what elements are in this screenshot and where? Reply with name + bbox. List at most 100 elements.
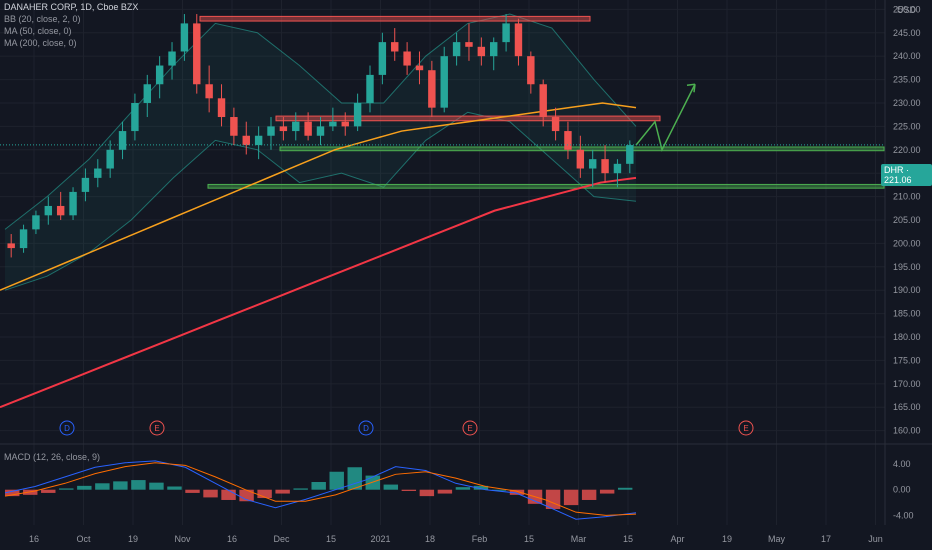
macd-histogram-bar [167, 486, 182, 490]
event-marker-label: E [467, 424, 472, 433]
candle-body [106, 149, 114, 169]
candle-body [551, 117, 560, 132]
candle-body [316, 126, 325, 136]
candle-body [193, 23, 201, 85]
macd-histogram-bar [419, 489, 435, 497]
x-tick-label: 16 [227, 534, 237, 544]
macd-histogram-bar [5, 489, 20, 497]
candle-body [403, 51, 411, 66]
indicator-bb-label: BB (20, close, 2, 0) [4, 14, 81, 24]
candle-body [44, 205, 53, 216]
macd-histogram-bar [311, 482, 326, 490]
dividend-marker [59, 420, 75, 436]
x-tick-label: 18 [425, 534, 435, 544]
macd-histogram-bar [365, 475, 380, 490]
macd-histogram-bar [221, 489, 236, 500]
candle-body [7, 243, 15, 249]
candle-body [329, 121, 337, 127]
price-tag-symbol: DHR [884, 165, 904, 175]
currency-label: USD [897, 5, 917, 15]
macd-line [4, 460, 637, 520]
macd-histogram-bar [347, 467, 362, 490]
candle-body [69, 191, 77, 216]
candle-body [539, 84, 547, 118]
macd-y-tick-label: 0.00 [893, 485, 911, 495]
candle-body [477, 46, 486, 57]
macd-histogram-bar [293, 488, 308, 490]
y-tick-label: 160.00 [893, 426, 921, 436]
y-tick-label: 190.00 [893, 285, 921, 295]
y-tick-label: 195.00 [893, 262, 921, 272]
candle-body [81, 177, 90, 192]
y-tick-label: 220.00 [893, 145, 921, 155]
macd-histogram-bar [401, 489, 417, 491]
x-tick-label: Dec [273, 534, 290, 544]
macd-histogram-bar [617, 487, 633, 490]
candle-body [564, 131, 572, 150]
last-price-tag: DHR · 221.06 [881, 164, 932, 186]
y-tick-label: 250.00 [893, 4, 921, 14]
y-tick-label: 175.00 [893, 355, 921, 365]
y-tick-label: 240.00 [893, 51, 921, 61]
candle-body [378, 42, 387, 75]
macd-signal-line [4, 462, 637, 516]
candle-body [527, 56, 535, 85]
macd-histogram-bar [473, 485, 489, 490]
candle-body [626, 145, 634, 164]
candle-body [19, 229, 28, 249]
macd-histogram-bar [491, 489, 507, 491]
macd-histogram-bar [383, 484, 399, 490]
indicator-ma50-label: MA (50, close, 0) [4, 26, 72, 36]
event-marker-label: D [363, 424, 369, 433]
candle-body [588, 159, 597, 169]
candle-body [428, 70, 436, 108]
candle-body [279, 126, 288, 132]
x-tick-label: Jun [868, 534, 883, 544]
candle-body [56, 205, 65, 216]
x-tick-label: May [768, 534, 786, 544]
candle-body [168, 51, 176, 66]
projection-arrowhead [686, 83, 696, 93]
macd-histogram-bar [41, 489, 56, 493]
y-tick-label: 200.00 [893, 238, 921, 248]
macd-histogram-bar [131, 480, 146, 490]
x-tick-label: 19 [128, 534, 138, 544]
resistance-zone-top [199, 15, 591, 22]
y-tick-label: 180.00 [893, 332, 921, 342]
macd-histogram-bar [203, 489, 218, 498]
candle-body [502, 23, 510, 43]
candle-body [341, 121, 349, 127]
candle-body [601, 159, 609, 174]
x-tick-label: 19 [722, 534, 732, 544]
macd-y-tick-label: -4.00 [893, 510, 914, 520]
macd-histogram-bar [563, 489, 579, 506]
y-tick-label: 230.00 [893, 98, 921, 108]
candle-body [242, 135, 250, 146]
x-tick-label: Nov [174, 534, 191, 544]
projection-path [635, 83, 696, 152]
x-tick-label: 2021 [370, 534, 390, 544]
x-tick-label: 15 [623, 534, 633, 544]
candle-body [304, 121, 312, 136]
macd-histogram-bar [257, 489, 272, 499]
candle-body [180, 23, 189, 52]
y-tick-label: 185.00 [893, 309, 921, 319]
candle-body [217, 98, 226, 118]
macd-histogram-bar [95, 483, 110, 490]
x-tick-label: Apr [670, 534, 684, 544]
price-tag-value: 221.06 [884, 175, 912, 185]
candle-body [490, 42, 498, 57]
earnings-marker [149, 420, 165, 436]
candle-body [514, 23, 523, 57]
y-tick-label: 205.00 [893, 215, 921, 225]
resistance-zone-mid [275, 115, 661, 122]
x-tick-label: Mar [571, 534, 587, 544]
candle-body [205, 84, 213, 99]
x-tick-label: Oct [76, 534, 91, 544]
macd-histogram-bar [77, 485, 92, 490]
candle-body [143, 84, 151, 103]
candle-body [131, 102, 139, 132]
macd-histogram-bar [509, 489, 525, 495]
candle-body [366, 74, 374, 103]
